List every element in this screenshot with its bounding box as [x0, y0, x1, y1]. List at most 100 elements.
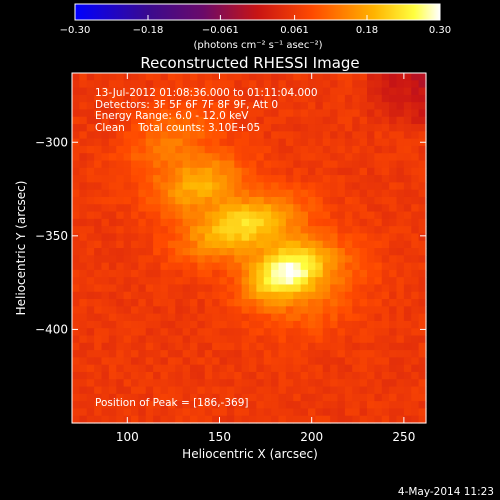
heatmap-cell: [108, 160, 117, 169]
heatmap-cell: [271, 102, 280, 111]
heatmap-cell: [315, 175, 324, 183]
heatmap-cell: [182, 80, 191, 89]
heatmap-cell: [330, 248, 339, 256]
heatmap-cell: [367, 131, 375, 140]
heatmap-cell: [131, 277, 139, 286]
heatmap-cell: [219, 386, 228, 395]
heatmap-cell: [337, 145, 346, 154]
heatmap-cell: [197, 313, 206, 322]
heatmap-cell: [153, 204, 162, 213]
heatmap-cell: [374, 167, 383, 176]
heatmap-cell: [101, 182, 110, 191]
heatmap-cell: [175, 306, 184, 315]
heatmap-cell: [241, 189, 250, 198]
heatmap-cell: [337, 386, 346, 395]
heatmap-cell: [249, 357, 257, 366]
heatmap-cell: [374, 131, 383, 140]
heatmap-cell: [175, 153, 184, 162]
heatmap-cell: [116, 138, 125, 147]
heatmap-cell: [293, 211, 302, 220]
heatmap-cell: [116, 342, 125, 351]
heatmap-cell: [352, 415, 361, 424]
heatmap-cell: [145, 124, 154, 132]
heatmap-cell: [108, 116, 117, 125]
y-tick-label: −300: [35, 135, 68, 149]
heatmap-cell: [190, 291, 198, 300]
heatmap-cell: [197, 357, 206, 366]
heatmap-cell: [160, 87, 169, 96]
heatmap-cell: [212, 269, 221, 278]
heatmap-cell: [285, 269, 294, 278]
heatmap-cell: [138, 350, 147, 358]
heatmap-cell: [219, 393, 228, 402]
heatmap-cell: [396, 401, 405, 410]
heatmap-cell: [72, 240, 80, 249]
heatmap-cell: [263, 138, 272, 147]
heatmap-cell: [145, 204, 154, 213]
heatmap-cell: [131, 153, 139, 162]
heatmap-cell: [359, 313, 368, 322]
heatmap-cell: [352, 284, 361, 293]
heatmap-cell: [219, 255, 228, 264]
colorbar-tick-label: −0.18: [133, 25, 164, 36]
heatmap-cell: [219, 204, 228, 213]
heatmap-cell: [101, 131, 110, 140]
heatmap-cell: [86, 269, 95, 278]
heatmap-cell: [116, 255, 125, 264]
heatmap-cell: [337, 335, 346, 344]
heatmap-cell: [403, 80, 412, 89]
heatmap-cell: [241, 87, 250, 96]
heatmap-cell: [352, 379, 361, 388]
heatmap-cell: [308, 320, 316, 329]
heatmap-cell: [389, 94, 398, 103]
heatmap-cell: [167, 342, 176, 351]
heatmap-cell: [300, 94, 309, 103]
heatmap-cell: [308, 233, 316, 242]
heatmap-cell: [359, 393, 368, 402]
heatmap-cell: [94, 415, 103, 424]
heatmap-cell: [374, 350, 383, 358]
heatmap-cell: [123, 269, 132, 278]
heatmap-cell: [197, 262, 206, 271]
heatmap-cell: [344, 328, 353, 337]
heatmap-cell: [123, 80, 132, 89]
heatmap-cell: [108, 313, 117, 322]
heatmap-cell: [271, 116, 280, 125]
heatmap-cell: [278, 196, 287, 205]
heatmap-cell: [108, 80, 117, 89]
heatmap-cell: [197, 306, 206, 315]
heatmap-cell: [315, 393, 324, 402]
heatmap-cell: [322, 138, 331, 147]
heatmap-cell: [337, 240, 346, 249]
heatmap-cell: [256, 350, 265, 358]
heatmap-cell: [138, 233, 147, 242]
heatmap-cell: [322, 364, 331, 373]
heatmap-cell: [263, 401, 272, 410]
heatmap-cell: [131, 131, 139, 140]
heatmap-cell: [108, 204, 117, 213]
heatmap-cell: [396, 306, 405, 315]
heatmap-cell: [344, 350, 353, 358]
heatmap-cell: [381, 320, 390, 329]
heatmap-cell: [263, 167, 272, 176]
heatmap-cell: [108, 284, 117, 293]
heatmap-cell: [182, 357, 191, 366]
heatmap-cell: [330, 313, 339, 322]
heatmap-cell: [367, 277, 375, 286]
heatmap-cell: [249, 138, 257, 147]
heatmap-cell: [403, 73, 412, 81]
heatmap-cell: [197, 145, 206, 154]
heatmap-cell: [344, 248, 353, 256]
heatmap-cell: [138, 131, 147, 140]
heatmap-cell: [131, 393, 139, 402]
heatmap-cell: [219, 357, 228, 366]
heatmap-cell: [94, 73, 103, 81]
heatmap-cell: [138, 408, 147, 417]
heatmap-cell: [381, 248, 390, 256]
colorbar-unit-label: (photons cm⁻² s⁻¹ asec⁻²): [193, 40, 322, 51]
heatmap-cell: [234, 371, 243, 380]
heatmap-cell: [300, 401, 309, 410]
heatmap-cell: [418, 357, 427, 366]
heatmap-cell: [212, 306, 221, 315]
heatmap-cell: [241, 131, 250, 140]
